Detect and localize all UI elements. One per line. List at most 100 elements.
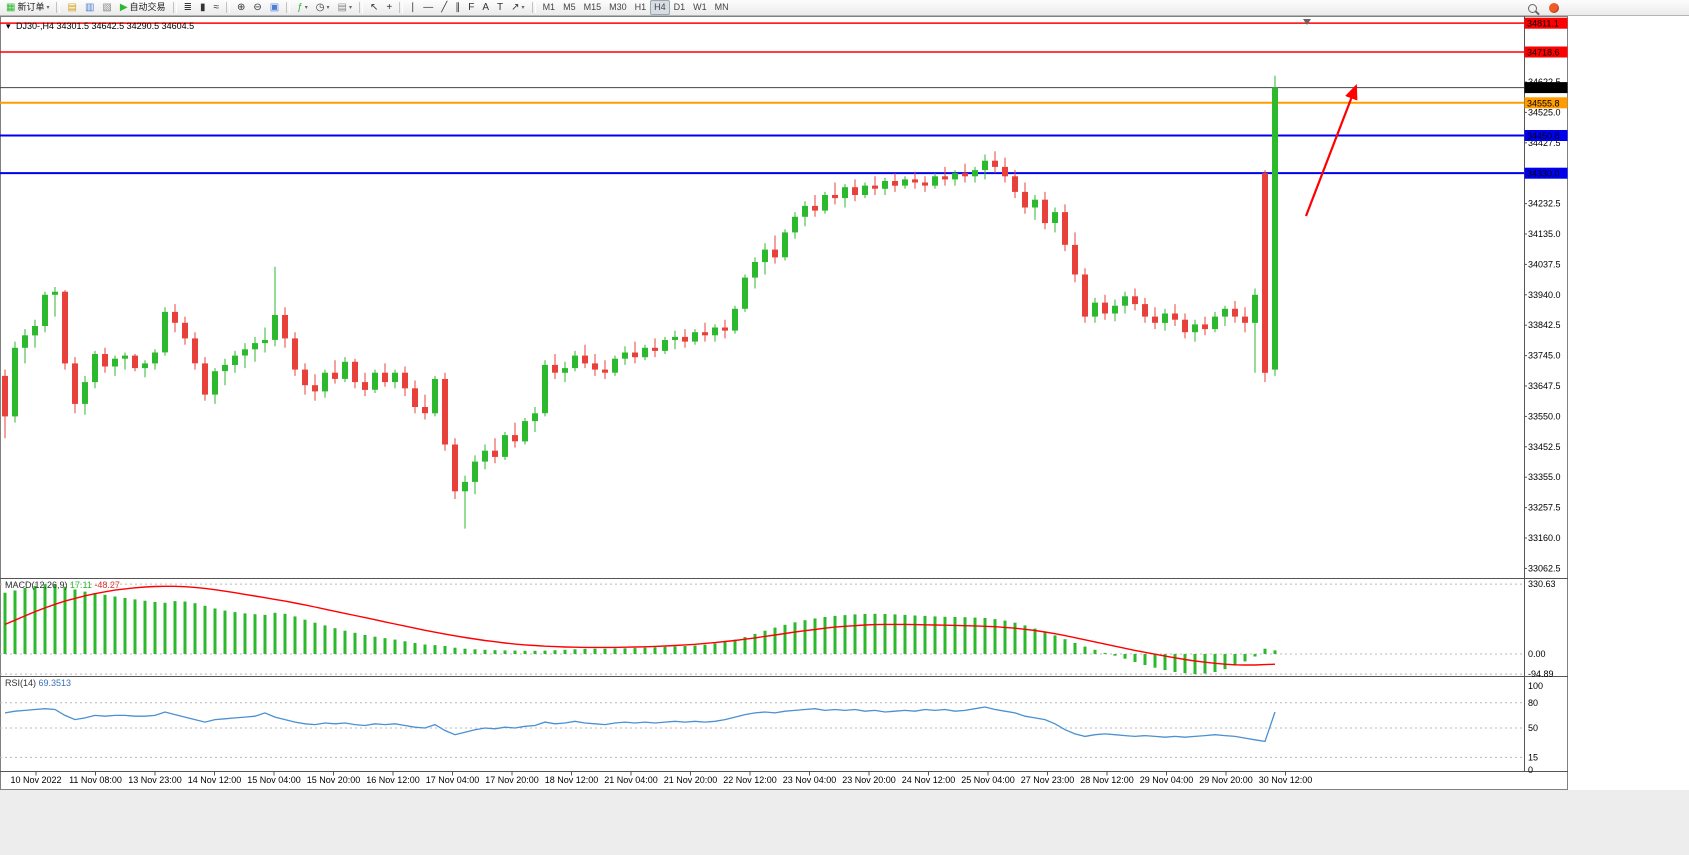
toolbar-separator [399, 2, 404, 13]
indicators-icon: ƒ [297, 2, 303, 13]
vertical-line-button[interactable]: ∣ [406, 0, 419, 15]
charts-button[interactable]: ▤ [63, 0, 80, 15]
candles [2, 75, 1278, 529]
new-order-icon: ▦ [6, 2, 16, 13]
time-label: 15 Nov 04:00 [247, 775, 301, 785]
timeframe-m30-button[interactable]: M30 [605, 0, 631, 15]
time-label: 22 Nov 12:00 [723, 775, 777, 785]
price-tick-label: 33745.0 [1528, 351, 1561, 361]
chevron-down-icon: ▾ [348, 5, 352, 11]
text-button[interactable]: A [478, 0, 493, 15]
profiles-button[interactable]: ▥ [81, 0, 98, 15]
svg-text:34811.1: 34811.1 [1527, 19, 1559, 29]
candlestick-chart-button[interactable]: ▮ [196, 0, 210, 15]
time-label: 16 Nov 12:00 [366, 775, 420, 785]
crosshair-button[interactable]: + [382, 0, 396, 15]
fibonacci-icon: F [468, 2, 475, 13]
fibonacci-button[interactable]: F [464, 0, 478, 15]
macd-scale-label: -94.89 [1528, 669, 1554, 679]
line-chart-button[interactable]: ≈ [209, 0, 223, 15]
alerts-button[interactable]: ▧ [98, 0, 115, 15]
price-tick-label: 33257.5 [1528, 503, 1561, 513]
price-tick-label: 33062.5 [1528, 563, 1561, 573]
macd-signal-line [4, 585, 1276, 666]
cursor-button[interactable]: ↖ [366, 0, 382, 15]
timeframe-h4-button-label: H4 [654, 2, 666, 12]
charts-icon: ▤ [67, 2, 77, 13]
timeframe-d1-button[interactable]: D1 [670, 0, 690, 15]
timeframe-m15-button-label: M15 [583, 2, 602, 12]
search-icon[interactable] [1528, 3, 1537, 13]
timeframe-m1-button[interactable]: M1 [539, 0, 560, 15]
price-tag-34330.0: 34330.0 [1524, 167, 1568, 179]
time-label: 21 Nov 20:00 [664, 775, 718, 785]
indicators-button[interactable]: ƒ ▾ [293, 0, 312, 15]
notification-icon[interactable] [1549, 3, 1559, 13]
svg-text:34604.5: 34604.5 [1527, 83, 1560, 93]
text-icon: A [482, 2, 490, 13]
time-label: 17 Nov 20:00 [485, 775, 539, 785]
equidistant-channel-button[interactable]: ∥ [451, 0, 464, 15]
price-tag-34811.1: 34811.1 [1524, 17, 1568, 29]
chevron-down-icon: ▾ [521, 5, 525, 11]
price-tick-label: 33355.0 [1528, 472, 1561, 482]
timeframe-m30-button-label: M30 [609, 2, 627, 12]
price-tick-label: 33647.5 [1528, 381, 1561, 391]
timeframe-h4-button[interactable]: H4 [650, 0, 670, 15]
profiles-icon: ▥ [84, 2, 95, 13]
chart-shift-marker[interactable] [1303, 19, 1311, 25]
timeframe-w1-button[interactable]: W1 [689, 0, 711, 15]
new-order-button[interactable]: ▦ 新订单 ▾ [2, 0, 53, 15]
text-label-button[interactable]: T [493, 0, 507, 15]
vertical-line-icon: ∣ [410, 2, 416, 13]
new-order-button-label: 新订单 [17, 2, 45, 12]
time-label: 25 Nov 04:00 [961, 775, 1015, 785]
time-label: 18 Nov 12:00 [545, 775, 599, 785]
time-label: 29 Nov 20:00 [1199, 775, 1253, 785]
time-label: 29 Nov 04:00 [1140, 775, 1194, 785]
rsi-level-label: 80 [1528, 698, 1538, 708]
svg-text:34330.0: 34330.0 [1527, 169, 1560, 179]
macd-scale-label: 0.00 [1528, 649, 1546, 659]
periods-button[interactable]: ◷ ▾ [312, 0, 334, 15]
timeframe-mn-button-label: MN [714, 2, 729, 12]
autotrading-button-label: 自动交易 [129, 2, 166, 12]
chevron-down-icon: ▾ [46, 5, 50, 11]
arrows-button[interactable]: ↗ ▾ [507, 0, 528, 15]
zoom-out-icon: ⊖ [253, 2, 262, 13]
timeframe-m15-button[interactable]: M15 [580, 0, 606, 15]
tile-windows-icon: ▣ [269, 2, 280, 13]
toolbar-separator [531, 2, 536, 13]
price-tick-label: 34037.5 [1528, 259, 1561, 269]
bar-chart-button[interactable]: ≣ [180, 0, 196, 15]
time-label: 10 Nov 2022 [10, 775, 61, 785]
arrow-annotation[interactable] [1304, 83, 1358, 217]
macd-histogram [3, 584, 1277, 675]
timeframe-h1-button[interactable]: H1 [631, 0, 651, 15]
zoom-in-button[interactable]: ⊕ [233, 0, 249, 15]
price-tag-34718.6: 34718.6 [1524, 46, 1568, 58]
timeframe-mn-button[interactable]: MN [711, 0, 733, 15]
symbol-dropdown-icon[interactable]: ▾ [6, 21, 11, 31]
timeframe-m5-button[interactable]: M5 [559, 0, 580, 15]
trendline-icon: ╱ [441, 2, 448, 13]
cursor-icon: ↖ [370, 2, 379, 13]
price-chart[interactable]: 330.63 0.00 -94.89 MACD(12,26,9) 17.11 -48.… [0, 16, 1689, 790]
bar-chart-icon: ≣ [183, 2, 192, 13]
tile-windows-button[interactable]: ▣ [266, 0, 283, 15]
autotrading-button[interactable]: ▶ 自动交易 [116, 0, 170, 15]
time-label: 13 Nov 23:00 [128, 775, 182, 785]
horizontal-line-button[interactable]: ― [419, 0, 437, 15]
rsi-level-label: 15 [1528, 752, 1538, 762]
price-tick-label: 33452.5 [1528, 442, 1561, 452]
toolbar-separator [359, 2, 363, 13]
horizontal-lines [0, 22, 1524, 175]
timeframe-h1-button-label: H1 [634, 2, 647, 12]
svg-text:34555.8: 34555.8 [1527, 98, 1560, 108]
toolbar-separator [172, 2, 177, 13]
trendline-button[interactable]: ╱ [437, 0, 451, 15]
timeframe-m5-button-label: M5 [563, 2, 576, 12]
templates-icon: ▤ [337, 2, 347, 13]
zoom-out-button[interactable]: ⊖ [249, 0, 265, 15]
templates-button[interactable]: ▤ ▾ [334, 0, 356, 15]
